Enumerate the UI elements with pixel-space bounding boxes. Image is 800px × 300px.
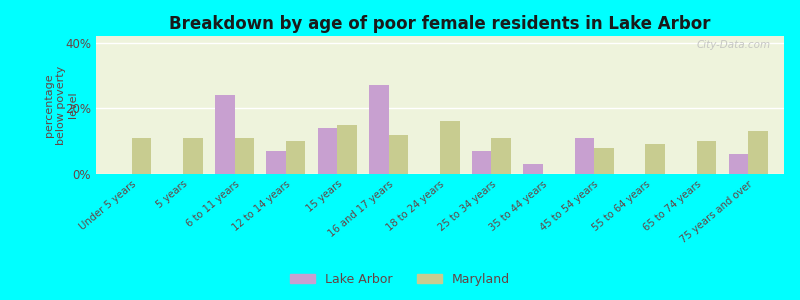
Y-axis label: percentage
below poverty
level: percentage below poverty level: [44, 65, 78, 145]
Bar: [318, 128, 338, 174]
Bar: [594, 148, 614, 174]
Bar: [389, 135, 408, 174]
Bar: [183, 138, 202, 174]
Bar: [472, 151, 491, 174]
Text: City-Data.com: City-Data.com: [696, 40, 770, 50]
Bar: [646, 144, 665, 174]
Bar: [286, 141, 306, 174]
Bar: [729, 154, 748, 174]
Bar: [266, 151, 286, 174]
Bar: [215, 95, 234, 174]
Bar: [574, 138, 594, 174]
Bar: [523, 164, 542, 174]
Bar: [491, 138, 511, 174]
Bar: [440, 122, 459, 174]
Bar: [748, 131, 767, 174]
Legend: Lake Arbor, Maryland: Lake Arbor, Maryland: [285, 268, 515, 291]
Bar: [369, 85, 389, 174]
Bar: [132, 138, 151, 174]
Bar: [338, 125, 357, 174]
Bar: [697, 141, 716, 174]
Title: Breakdown by age of poor female residents in Lake Arbor: Breakdown by age of poor female resident…: [170, 15, 710, 33]
Bar: [234, 138, 254, 174]
